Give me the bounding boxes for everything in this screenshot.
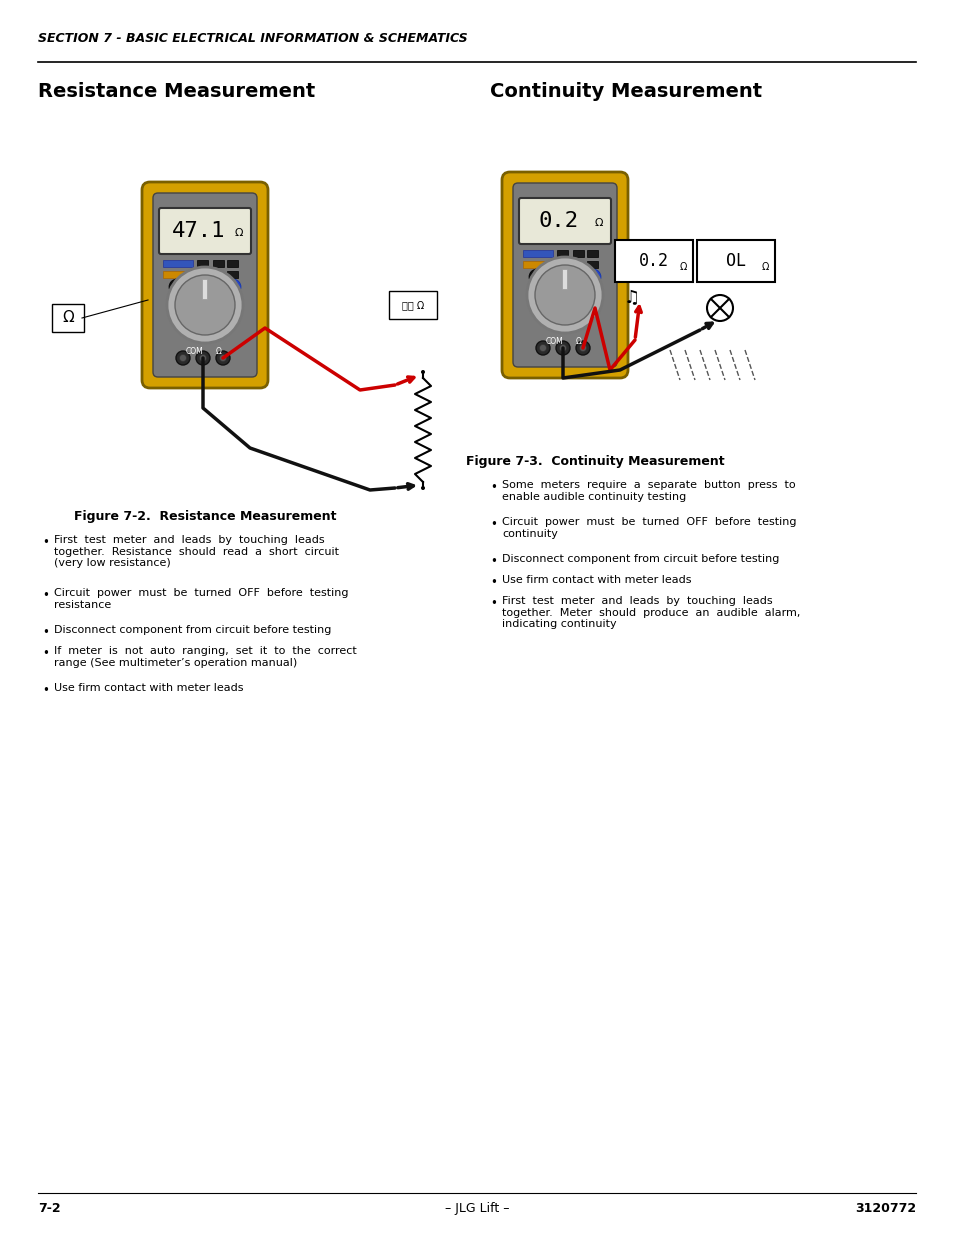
Text: Circuit  power  must  be  turned  OFF  before  testing
resistance: Circuit power must be turned OFF before … [54,588,348,610]
Circle shape [175,351,190,366]
Text: Ω: Ω [679,262,686,272]
Circle shape [576,341,589,354]
FancyBboxPatch shape [615,240,692,282]
Text: •: • [490,597,497,610]
Text: Resistance Measurement: Resistance Measurement [38,82,314,101]
FancyBboxPatch shape [501,172,627,378]
Text: ♫: ♫ [623,289,639,308]
Bar [586,261,598,268]
Circle shape [578,345,586,352]
Text: •: • [490,576,497,589]
Bar [196,270,208,278]
Text: Ω: Ω [760,262,768,272]
Circle shape [526,257,602,333]
Bar [163,261,193,267]
Circle shape [536,341,550,354]
Bar [557,249,567,257]
FancyBboxPatch shape [697,240,774,282]
Text: •: • [42,626,49,638]
Text: Use firm contact with meter leads: Use firm contact with meter leads [501,576,691,585]
Text: •: • [490,480,497,494]
Circle shape [174,275,234,335]
Text: SECTION 7 - BASIC ELECTRICAL INFORMATION & SCHEMATICS: SECTION 7 - BASIC ELECTRICAL INFORMATION… [38,32,467,44]
Text: Use firm contact with meter leads: Use firm contact with meter leads [54,683,243,693]
FancyBboxPatch shape [52,304,84,332]
Text: •: • [42,589,49,601]
Circle shape [420,487,424,490]
Bar [227,261,237,267]
Text: 3120772: 3120772 [854,1202,915,1215]
Text: Ω: Ω [594,219,602,228]
Circle shape [195,351,210,366]
Text: Continuity Measurement: Continuity Measurement [490,82,761,101]
Text: ⧖⧗ Ω: ⧖⧗ Ω [401,300,424,310]
Bar [522,249,553,257]
Bar [573,249,583,257]
Circle shape [539,345,546,352]
Text: 0.2: 0.2 [538,211,578,231]
Circle shape [215,351,230,366]
Text: First  test  meter  and  leads  by  touching  leads
together.  Resistance  shoul: First test meter and leads by touching l… [54,535,338,568]
Bar [557,261,567,268]
Circle shape [529,269,544,285]
Text: •: • [490,517,497,531]
Text: COM: COM [186,347,204,356]
Circle shape [706,295,732,321]
Bar [213,261,224,267]
Text: Disconnect component from circuit before testing: Disconnect component from circuit before… [501,555,779,564]
Bar [163,270,193,278]
Text: Ω: Ω [215,347,222,356]
Text: 0.2: 0.2 [639,252,668,270]
Circle shape [167,267,243,343]
Text: Figure 7-3.  Continuity Measurement: Figure 7-3. Continuity Measurement [465,454,723,468]
Bar [562,269,567,289]
FancyBboxPatch shape [513,183,617,367]
Circle shape [535,266,595,325]
Bar [213,270,224,278]
Text: First  test  meter  and  leads  by  touching  leads
together.  Meter  should  pr: First test meter and leads by touching l… [501,597,800,629]
Bar [573,261,583,268]
Bar [522,261,553,268]
Circle shape [420,370,424,374]
Text: – JLG Lift –: – JLG Lift – [444,1202,509,1215]
Text: Disconnect component from circuit before testing: Disconnect component from circuit before… [54,625,331,635]
Circle shape [169,279,185,295]
Text: Some  meters  require  a  separate  button  press  to
enable audible continuity : Some meters require a separate button pr… [501,480,795,501]
Circle shape [179,354,186,362]
Text: COM: COM [545,337,563,346]
Circle shape [556,341,569,354]
Circle shape [225,279,241,295]
Text: •: • [490,555,497,568]
Bar [196,261,208,267]
Text: •: • [42,647,49,659]
Text: •: • [42,536,49,550]
Bar [227,270,237,278]
Text: 47.1: 47.1 [172,221,226,241]
FancyBboxPatch shape [518,198,610,245]
FancyBboxPatch shape [152,193,256,377]
Text: OL: OL [725,252,745,270]
Circle shape [584,269,600,285]
FancyBboxPatch shape [142,182,268,388]
Text: Circuit  power  must  be  turned  OFF  before  testing
continuity: Circuit power must be turned OFF before … [501,517,796,538]
Text: Figure 7-2.  Resistance Measurement: Figure 7-2. Resistance Measurement [73,510,335,522]
FancyBboxPatch shape [159,207,251,254]
Circle shape [558,345,566,352]
Bar [202,279,208,299]
Text: If  meter  is  not  auto  ranging,  set  it  to  the  correct
range (See multime: If meter is not auto ranging, set it to … [54,646,356,668]
FancyBboxPatch shape [389,291,436,319]
Text: Ω: Ω [576,337,581,346]
Text: Ω: Ω [62,310,73,326]
Circle shape [199,354,206,362]
Text: 7-2: 7-2 [38,1202,61,1215]
Bar [586,249,598,257]
Circle shape [219,354,226,362]
Text: Ω: Ω [234,228,243,238]
Text: •: • [42,684,49,697]
